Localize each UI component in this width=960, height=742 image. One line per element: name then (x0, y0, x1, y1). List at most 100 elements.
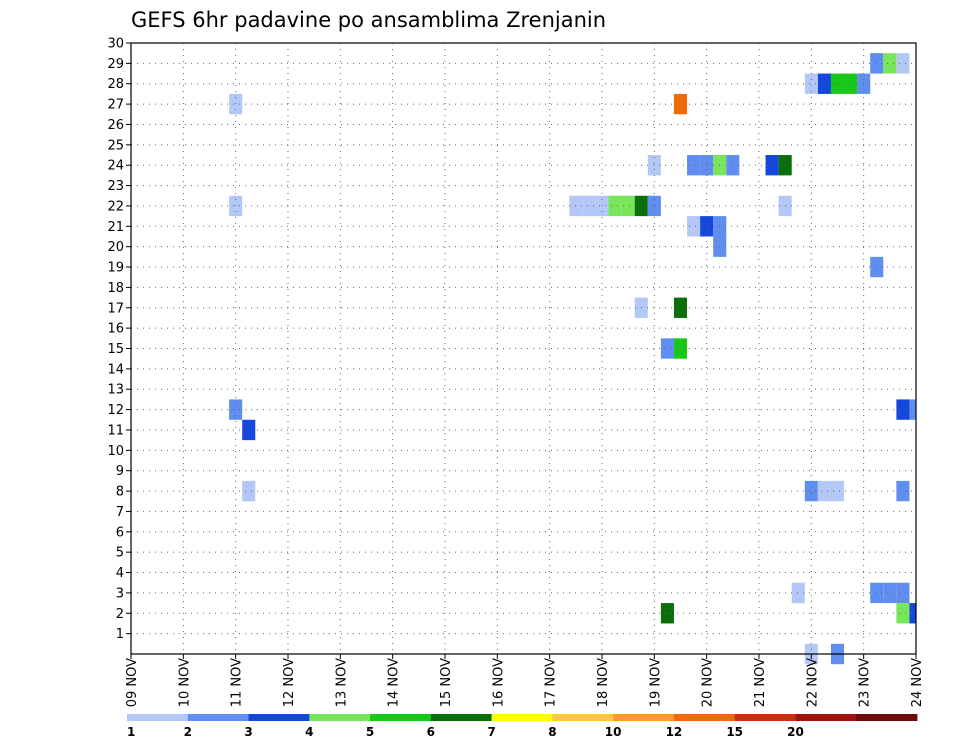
precip-cell (242, 480, 256, 502)
colorbar-label: 10 (605, 725, 622, 739)
x-tick-label: 15 NOV (439, 658, 454, 707)
y-tick-label: 27 (107, 98, 124, 113)
colorbar-label: 4 (305, 725, 313, 739)
precip-cell (673, 297, 688, 318)
colorbar-swatch (552, 714, 614, 721)
x-tick-label: 21 NOV (753, 658, 768, 707)
y-tick-label: 6 (116, 525, 124, 540)
grid-lines (131, 43, 916, 654)
precip-cell (909, 399, 916, 420)
x-tick-label: 10 NOV (177, 658, 192, 707)
x-axis: 09 NOV 10 NOV 11 NOV 12 NOV 13 NOV 14 NOV 15 N… (125, 654, 925, 707)
precip-cell (883, 53, 897, 74)
colorbar-swatch (187, 714, 249, 721)
x-tick-label: 18 NOV (596, 658, 611, 707)
y-tick-label: 7 (116, 505, 124, 520)
colorbar-label: 3 (244, 725, 252, 739)
colorbar-label: 2 (184, 725, 192, 739)
colorbar-label: 5 (366, 725, 374, 739)
precip-cell (909, 603, 916, 624)
precip-cell (817, 480, 831, 502)
y-tick-label: 10 (107, 444, 124, 459)
precip-cell (673, 338, 688, 359)
precip-cell (673, 93, 688, 115)
precip-cell (896, 603, 910, 624)
x-tick-label: 23 NOV (858, 658, 873, 707)
y-tick-label: 20 (107, 240, 124, 255)
y-tick-label: 13 (107, 383, 124, 398)
precipitation-cells (229, 53, 916, 665)
colorbar-swatch (248, 714, 310, 721)
x-tick-label: 09 NOV (125, 658, 140, 707)
precip-cell (883, 582, 897, 604)
y-tick-label: 2 (116, 607, 124, 622)
colorbar-swatch (127, 714, 189, 721)
y-tick-label: 30 (107, 37, 124, 52)
y-tick-label: 5 (116, 546, 124, 561)
x-tick-label: 16 NOV (491, 658, 506, 707)
x-tick-label: 19 NOV (648, 658, 663, 707)
colorbar-swatch (734, 714, 796, 721)
colorbar-swatch (613, 714, 675, 721)
colorbar-swatch (673, 714, 736, 721)
y-tick-label: 8 (116, 485, 124, 500)
precip-cell (647, 155, 661, 176)
colorbar-label: 6 (427, 725, 435, 739)
precip-cell (608, 195, 622, 217)
precip-cell (660, 603, 674, 624)
y-axis: 1234567891011121314151617181920212223242… (107, 37, 131, 642)
precip-cell (791, 582, 805, 604)
colorbar-swatch (430, 714, 493, 721)
y-tick-label: 21 (107, 220, 124, 235)
colorbar-swatch (795, 714, 857, 721)
chart-title: GEFS 6hr padavine po ansamblima Zrenjani… (131, 8, 606, 32)
precip-cell (242, 419, 256, 441)
y-tick-label: 16 (107, 322, 124, 337)
precip-cell (896, 399, 910, 420)
colorbar-swatch (309, 714, 371, 721)
y-tick-label: 29 (107, 57, 124, 72)
y-tick-label: 17 (107, 301, 124, 316)
colorbar-label: 20 (787, 725, 804, 739)
y-tick-label: 22 (107, 199, 124, 214)
colorbar-label: 1 (127, 725, 135, 739)
precip-cell (687, 216, 701, 237)
precip-cell (765, 155, 779, 176)
x-tick-label: 12 NOV (282, 658, 297, 707)
x-tick-label: 20 NOV (701, 658, 716, 707)
y-tick-label: 1 (116, 627, 124, 642)
y-tick-label: 26 (107, 118, 124, 133)
colorbar-swatch (856, 714, 918, 721)
precip-cell (817, 73, 831, 94)
x-tick-label: 14 NOV (387, 658, 402, 707)
y-tick-label: 24 (107, 159, 124, 174)
colorbar-label: 8 (548, 725, 556, 739)
precip-cell (870, 256, 884, 278)
precip-cell (870, 582, 884, 604)
plot-frame (130, 42, 917, 655)
y-tick-label: 9 (116, 464, 124, 479)
y-tick-label: 25 (107, 138, 124, 153)
precip-cell (896, 53, 910, 74)
precip-cell (582, 195, 596, 217)
precip-cell (844, 73, 858, 94)
colorbar-swatch (491, 714, 553, 721)
x-tick-label: 11 NOV (230, 658, 245, 707)
y-tick-label: 15 (107, 342, 124, 357)
y-tick-label: 3 (116, 586, 124, 601)
precip-cell (726, 155, 740, 176)
y-tick-label: 11 (107, 423, 124, 438)
x-tick-label: 24 NOV (910, 658, 925, 707)
precip-cell (804, 480, 818, 502)
precip-cell (870, 53, 884, 74)
colorbar-label: 12 (666, 725, 683, 739)
precip-cell (896, 480, 910, 502)
y-tick-label: 4 (116, 566, 124, 581)
x-tick-label: 13 NOV (334, 658, 349, 707)
precip-cell (804, 73, 818, 94)
y-tick-label: 23 (107, 179, 124, 194)
precip-cell (687, 155, 701, 176)
precip-cell (660, 338, 674, 359)
precip-cell (830, 73, 845, 94)
